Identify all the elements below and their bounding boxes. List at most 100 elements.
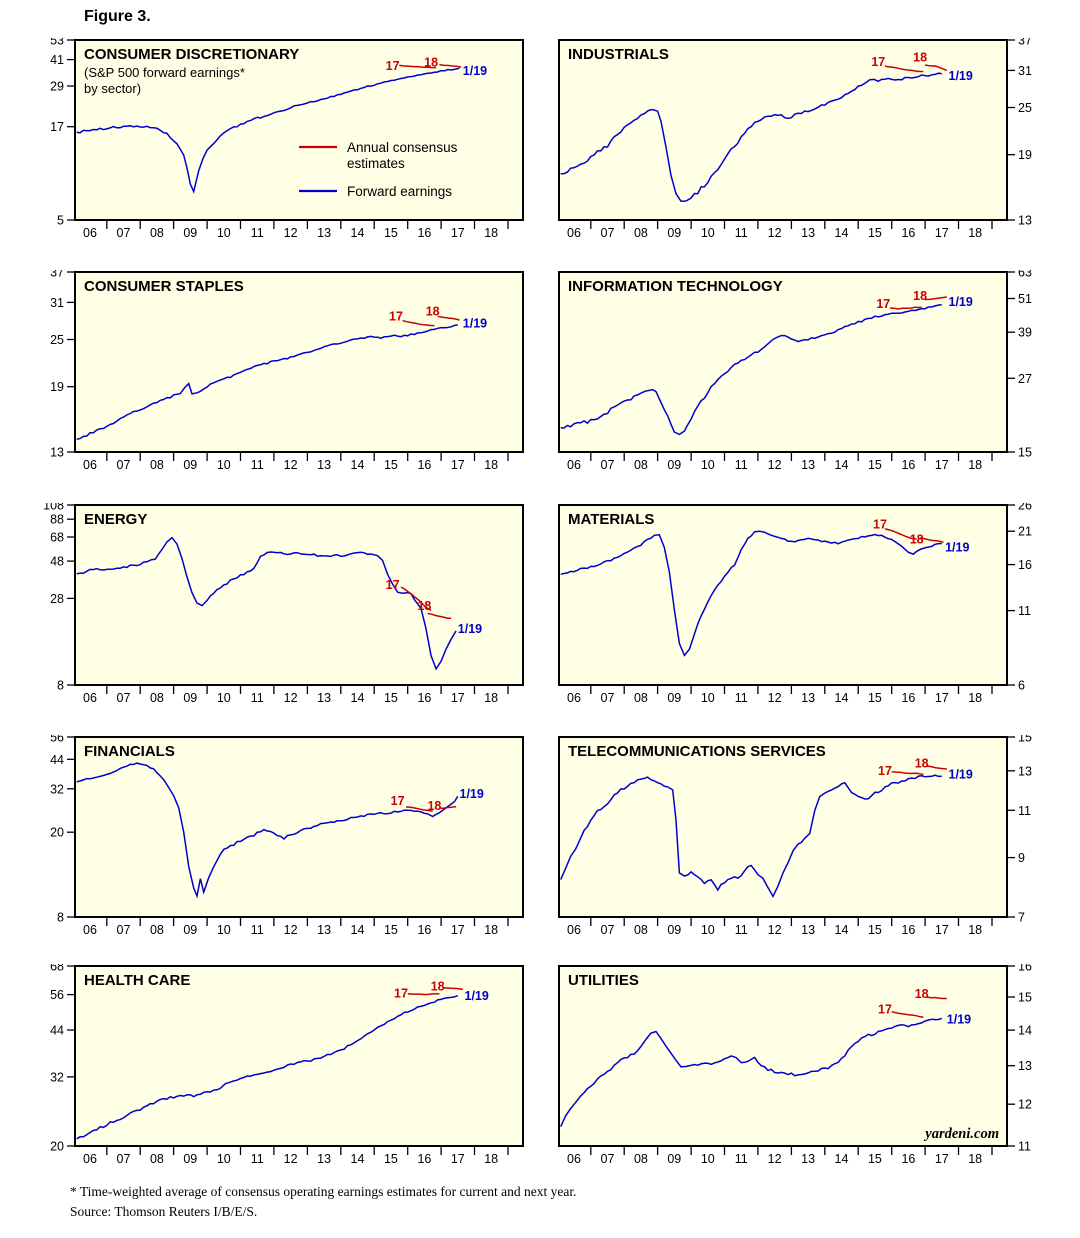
x-tick-label: 14 <box>835 1152 849 1166</box>
figure-label: Figure 3. <box>84 8 151 25</box>
estimate-17-line <box>407 993 440 996</box>
x-tick-label: 16 <box>901 923 915 937</box>
x-tick-label: 16 <box>417 923 431 937</box>
x-tick-label: 06 <box>83 923 97 937</box>
chart-information-technology: 63 51 39 27 15 06 07 08 09 10 11 12 13 14 15 16 17 18 17 18… <box>557 270 1057 478</box>
chart-energy: 108 88 68 48 28 8 06 07 08 09 10 11 12 13 14 15 16 17 18 17… <box>27 503 527 711</box>
x-tick-label: 15 <box>868 1152 882 1166</box>
y-tick-label: 20 <box>50 826 64 840</box>
x-tick-label: 13 <box>317 458 331 472</box>
annotation-1/19: 1/19 <box>460 787 484 801</box>
forward-earnings-line <box>76 536 457 671</box>
x-tick-label: 17 <box>935 458 949 472</box>
x-tick-label: 08 <box>634 923 648 937</box>
footnote: * Time-weighted average of consensus ope… <box>70 1182 576 1222</box>
x-tick-label: 08 <box>150 1152 164 1166</box>
annotation-18: 18 <box>913 289 927 303</box>
chart-svg: 53 41 29 17 5 06 07 08 09 10 11 12 13 14 15 16 17 18 17 18 1… <box>50 38 524 240</box>
footnote-line2: Source: Thomson Reuters I/B/E/S. <box>70 1204 258 1219</box>
estimate-17-line <box>884 65 924 73</box>
chart-title: ENERGY <box>84 511 147 528</box>
estimate-18-line <box>926 765 947 770</box>
x-tick-label: 06 <box>567 458 581 472</box>
x-tick-label: 16 <box>901 1152 915 1166</box>
annotation-18: 18 <box>910 533 924 547</box>
y-tick-label: 26 <box>1018 503 1032 513</box>
y-tick-label: 31 <box>50 296 64 310</box>
x-tick-label: 11 <box>735 458 748 472</box>
y-tick-label: 27 <box>1018 372 1032 386</box>
chart-financials: 56 44 32 20 8 06 07 08 09 10 11 12 13 14 15 16 17 18 17 18 1… <box>27 735 527 943</box>
chart-subtitle: by sector) <box>84 81 141 96</box>
y-tick-label: 15 <box>1018 991 1032 1005</box>
chart-svg: 56 44 32 20 8 06 07 08 09 10 11 12 13 14 15 16 17 18 17 18 1… <box>50 735 524 937</box>
annotation-1/19: 1/19 <box>949 768 973 782</box>
x-tick-label: 14 <box>835 923 849 937</box>
y-tick-label: 15 <box>1018 446 1032 460</box>
y-tick-label: 28 <box>50 592 64 606</box>
x-tick-label: 06 <box>567 226 581 240</box>
chart-svg: 26 21 16 11 6 06 07 08 09 10 11 12 13 14 15 16 17 18 17 18 1… <box>558 503 1032 705</box>
x-tick-label: 13 <box>317 923 331 937</box>
y-tick-label: 7 <box>1018 911 1025 925</box>
x-tick-label: 11 <box>735 1152 748 1166</box>
x-tick-label: 17 <box>451 226 465 240</box>
annotation-17: 17 <box>386 578 400 592</box>
x-tick-label: 14 <box>351 1152 365 1166</box>
x-tick-label: 11 <box>251 458 264 472</box>
x-tick-label: 13 <box>801 226 815 240</box>
x-tick-label: 14 <box>351 458 365 472</box>
plot-area <box>74 271 524 453</box>
estimate-17-line <box>891 770 924 776</box>
plot-area <box>558 965 1008 1147</box>
plot-area <box>558 736 1008 918</box>
x-tick-label: 06 <box>567 691 581 705</box>
x-tick-label: 11 <box>251 226 264 240</box>
x-tick-label: 11 <box>251 923 264 937</box>
x-tick-label: 08 <box>150 226 164 240</box>
annotation-17: 17 <box>873 517 887 531</box>
x-tick-label: 10 <box>217 923 231 937</box>
estimate-18-line <box>926 996 947 1000</box>
x-tick-label: 13 <box>317 691 331 705</box>
x-tick-label: 10 <box>701 923 715 937</box>
y-tick-label: 11 <box>1018 804 1031 818</box>
chart-title: FINANCIALS <box>84 743 175 760</box>
forward-earnings-line <box>76 994 459 1140</box>
chart-title: CONSUMER DISCRETIONARY <box>84 46 299 63</box>
x-tick-label: 17 <box>935 691 949 705</box>
chart-consumer-staples: 37 31 25 19 13 06 07 08 09 10 11 12 13 14 15 16 17 18 17 18… <box>27 270 527 478</box>
x-tick-label: 08 <box>150 458 164 472</box>
x-tick-label: 12 <box>768 226 782 240</box>
x-tick-label: 18 <box>484 691 498 705</box>
x-tick-label: 10 <box>217 226 231 240</box>
x-tick-label: 15 <box>384 1152 398 1166</box>
y-tick-label: 17 <box>50 120 64 134</box>
y-tick-label: 16 <box>1018 964 1032 974</box>
y-tick-label: 63 <box>1018 270 1032 280</box>
chart-svg: 37 31 25 19 13 06 07 08 09 10 11 12 13 14 15 16 17 18 17 18… <box>558 38 1032 240</box>
chart-materials: 26 21 16 11 6 06 07 08 09 10 11 12 13 14 15 16 17 18 17 18 1… <box>557 503 1057 711</box>
chart-health-care: 68 56 44 32 20 06 07 08 09 10 11 12 13 14 15 16 17 18 17 18… <box>27 964 527 1172</box>
y-tick-label: 25 <box>50 333 64 347</box>
chart-consumer-discretionary: 53 41 29 17 5 06 07 08 09 10 11 12 13 14 15 16 17 18 17 18 1… <box>27 38 527 246</box>
annotation-1/19: 1/19 <box>458 622 482 636</box>
x-tick-label: 08 <box>150 691 164 705</box>
annotation-18: 18 <box>424 55 438 69</box>
x-tick-label: 15 <box>868 691 882 705</box>
annotation-1/19: 1/19 <box>947 1012 971 1026</box>
annotation-18: 18 <box>426 305 440 319</box>
x-tick-label: 12 <box>284 458 298 472</box>
x-tick-label: 11 <box>735 226 748 240</box>
x-tick-label: 16 <box>417 226 431 240</box>
y-tick-label: 68 <box>50 964 64 974</box>
x-tick-label: 07 <box>117 691 131 705</box>
annotation-18: 18 <box>915 757 929 771</box>
x-tick-label: 14 <box>835 691 849 705</box>
x-tick-label: 17 <box>451 458 465 472</box>
x-tick-label: 09 <box>183 1152 197 1166</box>
x-tick-label: 12 <box>768 458 782 472</box>
y-tick-label: 14 <box>1018 1024 1032 1038</box>
x-tick-label: 06 <box>567 1152 581 1166</box>
x-tick-label: 16 <box>417 1152 431 1166</box>
